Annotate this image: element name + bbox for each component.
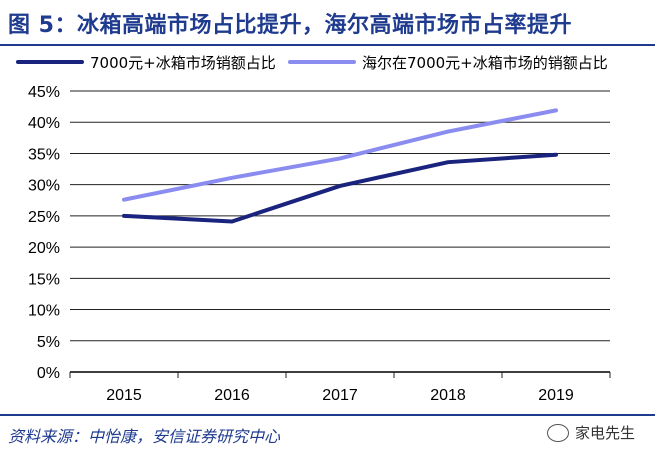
y-tick-label: 25% [28, 209, 60, 226]
gridlines [70, 90, 610, 373]
y-tick-label: 20% [28, 240, 60, 257]
y-axis: 0% 5% 10% 15% 20% 25% 30% 35% 40% 45% [28, 84, 60, 382]
figure-title: 图 5：冰箱高端市场占比提升，海尔高端市场市占率提升 [8, 13, 572, 38]
wechat-icon [546, 423, 569, 442]
line-chart: 7000元+冰箱市场销额占比 海尔在7000元+冰箱市场的销额占比 0% 5% 10%… [16, 54, 611, 404]
series-lines [122, 108, 558, 224]
y-tick-label: 5% [37, 334, 60, 351]
watermark: 家电先生 [546, 422, 635, 443]
series-line-haier-share [122, 108, 558, 202]
y-tick-label: 15% [28, 271, 60, 288]
x-tick-label: 2016 [214, 387, 250, 404]
x-tick-label: 2019 [538, 387, 574, 404]
x-tick-label: 2018 [430, 387, 466, 404]
figure-title-bar: 图 5：冰箱高端市场占比提升，海尔高端市场市占率提升 [0, 0, 655, 46]
y-tick-label: 40% [28, 115, 60, 132]
source-note: 资料来源：中怡康，安信证券研究中心 [8, 427, 281, 446]
legend-label: 海尔在7000元+冰箱市场的销额占比 [362, 54, 608, 72]
y-tick-label: 35% [28, 146, 60, 163]
watermark-label: 家电先生 [574, 424, 635, 442]
x-axis: 2015 2016 2017 2018 2019 [69, 371, 611, 404]
y-tick-label: 45% [28, 84, 60, 101]
legend: 7000元+冰箱市场销额占比 海尔在7000元+冰箱市场的销额占比 [16, 54, 608, 72]
x-tick-label: 2015 [106, 387, 142, 404]
y-tick-label: 10% [28, 303, 60, 320]
legend-label: 7000元+冰箱市场销额占比 [90, 54, 276, 72]
y-tick-label: 30% [28, 178, 60, 195]
series-line-market-share [122, 152, 558, 224]
x-tick-label: 2017 [322, 387, 358, 404]
source-bar: 资料来源：中怡康，安信证券研究中心 家电先生 [0, 414, 655, 456]
y-tick-label: 0% [37, 365, 60, 382]
